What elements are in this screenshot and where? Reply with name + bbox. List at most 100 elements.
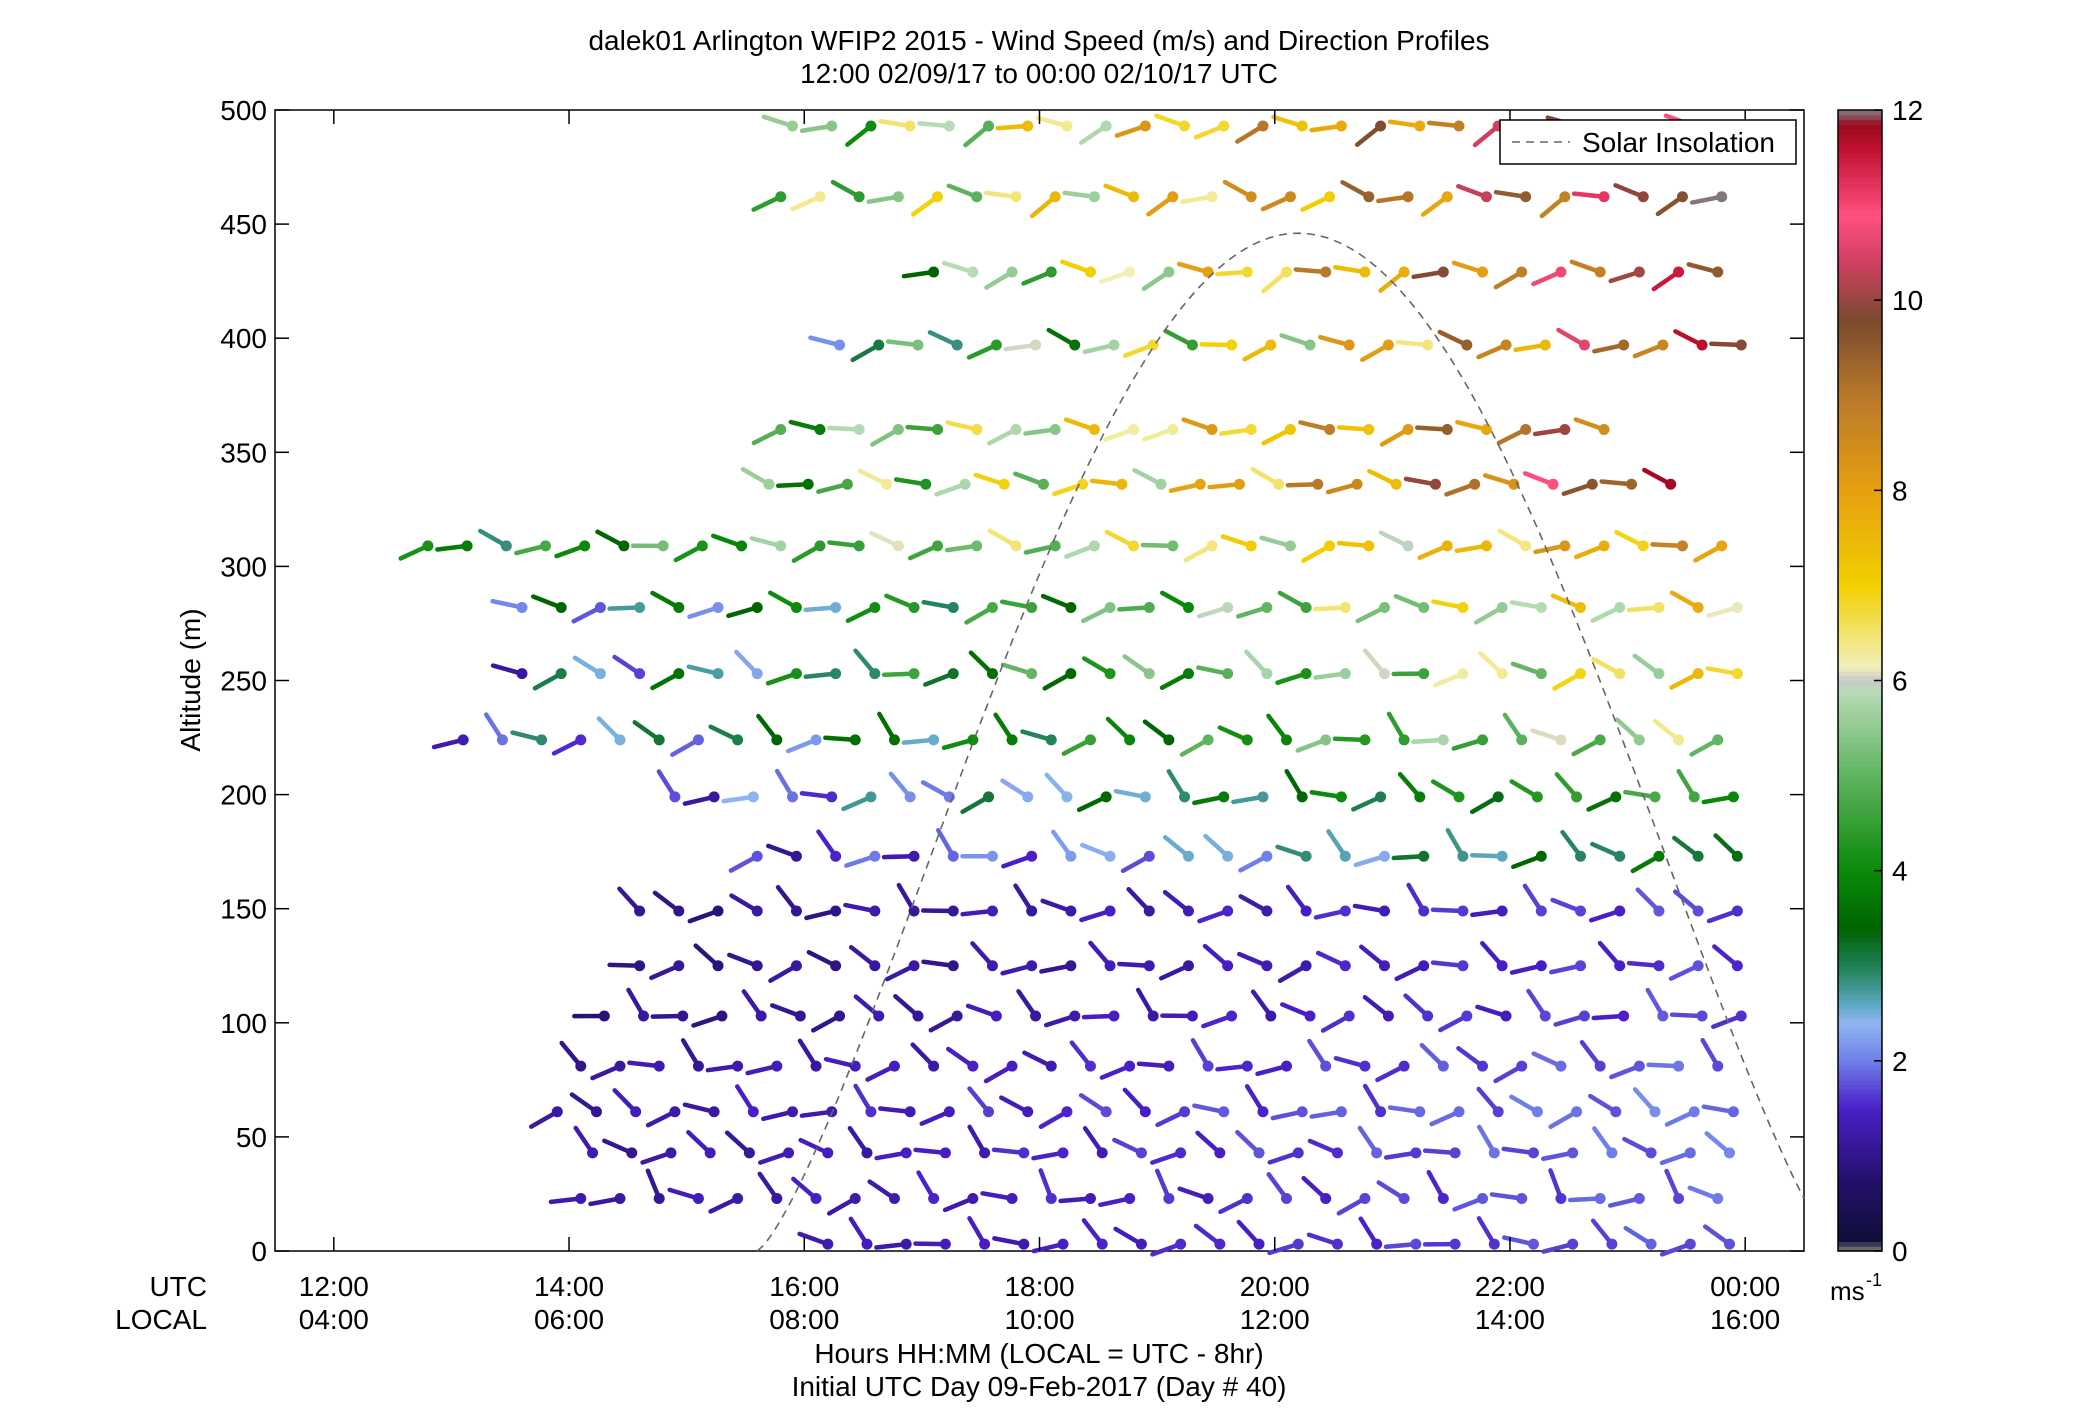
wind-barb-dot — [1006, 734, 1018, 746]
colorbar-segment — [1838, 751, 1882, 758]
wind-barb-dot — [1712, 1193, 1724, 1205]
wind-barb — [1177, 1186, 1214, 1205]
wind-barb — [693, 943, 724, 972]
wind-barb-dot — [1026, 905, 1038, 917]
wind-barb-dot — [1696, 1010, 1708, 1022]
wind-barb — [1376, 191, 1414, 204]
wind-barb — [1533, 540, 1571, 555]
wind-barb — [811, 1010, 846, 1033]
wind-barb-dot — [1320, 266, 1332, 278]
wind-barb-dot — [1665, 478, 1677, 490]
wind-barb — [1689, 191, 1728, 205]
wind-barb — [1367, 468, 1402, 490]
wind-barb-dot — [881, 478, 893, 490]
colorbar-segment — [1838, 613, 1882, 620]
colorbar-segment — [1838, 314, 1882, 320]
wind-barb — [1395, 339, 1434, 351]
wind-barb-dot — [594, 601, 606, 613]
wind-barb — [1597, 940, 1626, 972]
colorbar-segment — [1838, 975, 1882, 981]
colorbar-segment — [1838, 247, 1882, 254]
wind-barb — [1355, 601, 1391, 624]
wind-barb-dot — [1022, 791, 1034, 803]
colorbar-segment — [1838, 642, 1882, 648]
wind-barb-dot — [834, 339, 846, 351]
wind-barb — [1635, 887, 1665, 917]
colorbar-segment — [1838, 304, 1882, 311]
wind-barb — [1586, 791, 1622, 812]
wind-barb — [1267, 1238, 1304, 1256]
wind-barb-dot — [986, 601, 998, 613]
colorbar-segment — [1838, 747, 1882, 753]
colorbar-segment — [1838, 523, 1882, 529]
wind-barb-dot — [1559, 191, 1571, 203]
colorbar-segment — [1838, 1127, 1882, 1133]
colorbar-segment — [1838, 295, 1882, 301]
colorbar-unit: ms -1 — [1830, 1270, 1882, 1306]
wind-barb-dot — [1167, 191, 1179, 203]
wind-barb — [1554, 772, 1583, 803]
wind-barb-dot — [618, 540, 630, 552]
x-tick-label-local: 08:00 — [769, 1304, 839, 1335]
wind-barb-dot — [790, 905, 802, 917]
colorbar-segment — [1838, 1203, 1882, 1209]
wind-barb — [1451, 734, 1489, 751]
wind-barb — [1235, 1129, 1265, 1159]
wind-barb — [1513, 339, 1551, 353]
wind-barb-dot — [708, 1106, 720, 1118]
colorbar-segment — [1838, 518, 1882, 525]
colorbar-segment — [1838, 794, 1882, 800]
wind-barb-dot — [1382, 339, 1394, 351]
colorbar-segment — [1838, 970, 1882, 976]
wind-barb-dot — [1418, 668, 1430, 680]
wind-barb — [1383, 1147, 1422, 1160]
colorbar-segment — [1838, 1141, 1882, 1148]
wind-barb — [727, 952, 763, 972]
wind-barb — [1614, 717, 1645, 746]
wind-barb — [867, 1179, 900, 1205]
wind-barb-dot — [1382, 1010, 1394, 1022]
wind-barb — [1193, 1223, 1226, 1250]
wind-barb-dot — [696, 540, 708, 552]
wind-barb — [649, 960, 685, 981]
wind-barb — [1397, 772, 1426, 803]
wind-barb-dot — [1182, 668, 1194, 680]
colorbar-segment — [1838, 1041, 1882, 1048]
wind-barb-dot — [1202, 1060, 1214, 1072]
wind-barb-dot — [575, 1193, 587, 1205]
wind-barb — [1166, 769, 1191, 803]
colorbar-segment — [1838, 685, 1882, 691]
colorbar-segment — [1838, 157, 1882, 163]
wind-barb-dot — [943, 1106, 955, 1118]
colorbar-segment — [1838, 347, 1882, 354]
wind-barb — [1429, 1106, 1465, 1127]
wind-barb-dot — [1339, 850, 1351, 862]
colorbar-segment — [1838, 1208, 1882, 1214]
wind-barb — [1202, 943, 1234, 972]
colorbar-segment — [1838, 894, 1882, 900]
wind-barb — [1509, 600, 1547, 613]
wind-barb-dot — [1516, 734, 1528, 746]
colorbar-segment — [1838, 903, 1882, 910]
wind-barb — [551, 734, 587, 756]
wind-barb — [1476, 1216, 1500, 1250]
wind-barb-dot — [1586, 478, 1598, 490]
wind-barb — [1358, 1216, 1383, 1250]
wind-barb-dot — [861, 1147, 873, 1159]
wind-barb — [1651, 266, 1685, 292]
wind-barb-dot — [771, 1060, 783, 1072]
wind-barb-dot — [677, 1010, 689, 1022]
wind-barb — [726, 601, 763, 619]
wind-barb — [630, 540, 669, 552]
wind-barb-dot — [814, 540, 826, 552]
wind-barb — [1279, 333, 1316, 351]
wind-barb-dot — [1488, 1147, 1500, 1159]
wind-barb — [490, 598, 528, 613]
wind-barb — [514, 540, 552, 556]
wind-barb — [1607, 1193, 1645, 1208]
wind-barb-dot — [1371, 1238, 1383, 1250]
colorbar-segment — [1838, 941, 1882, 948]
wind-barb-dot — [653, 734, 665, 746]
wind-barb-dot — [673, 960, 685, 972]
